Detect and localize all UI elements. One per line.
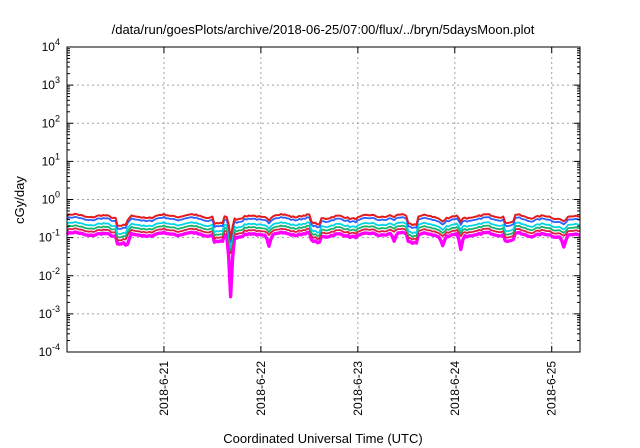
series-line-5 — [66, 215, 581, 243]
chart-title: /data/run/goesPlots/archive/2018-06-25/0… — [112, 22, 535, 37]
y-tick-label: 103 — [42, 75, 60, 92]
series-line-6 — [66, 212, 581, 240]
series-layer — [65, 212, 581, 299]
ticks — [67, 46, 580, 353]
y-tick-labels: 10-4 10-3 10-2 10-1 100 101 102 103 104 — [39, 37, 60, 359]
x-tick-label: 2018-6-23 — [351, 361, 365, 416]
y-tick-label: 10-2 — [39, 266, 60, 283]
y-tick-label: 10-1 — [39, 228, 60, 245]
series-line-4 — [66, 221, 581, 248]
x-tick-label: 2018-6-24 — [448, 361, 462, 416]
series-line-2 — [66, 227, 581, 255]
x-tick-label: 2018-6-21 — [157, 361, 171, 416]
series-line-3 — [66, 224, 581, 252]
grid — [67, 47, 580, 352]
y-tick-label: 10-4 — [39, 342, 60, 359]
x-tick-label: 2018-6-22 — [254, 361, 268, 416]
series-line-1 — [65, 230, 581, 299]
y-tick-label: 101 — [42, 151, 60, 168]
x-tick-labels: 2018-6-21 2018-6-22 2018-6-23 2018-6-24 2018… — [157, 361, 559, 416]
y-tick-label: 104 — [42, 37, 60, 54]
y-axis-label: cGy/day — [12, 176, 27, 224]
x-axis-label: Coordinated Universal Time (UTC) — [223, 431, 422, 446]
x-tick-label: 2018-6-25 — [545, 361, 559, 416]
y-tick-label: 10-3 — [39, 304, 60, 321]
y-tick-label: 100 — [42, 190, 60, 207]
y-tick-label: 102 — [42, 113, 60, 130]
